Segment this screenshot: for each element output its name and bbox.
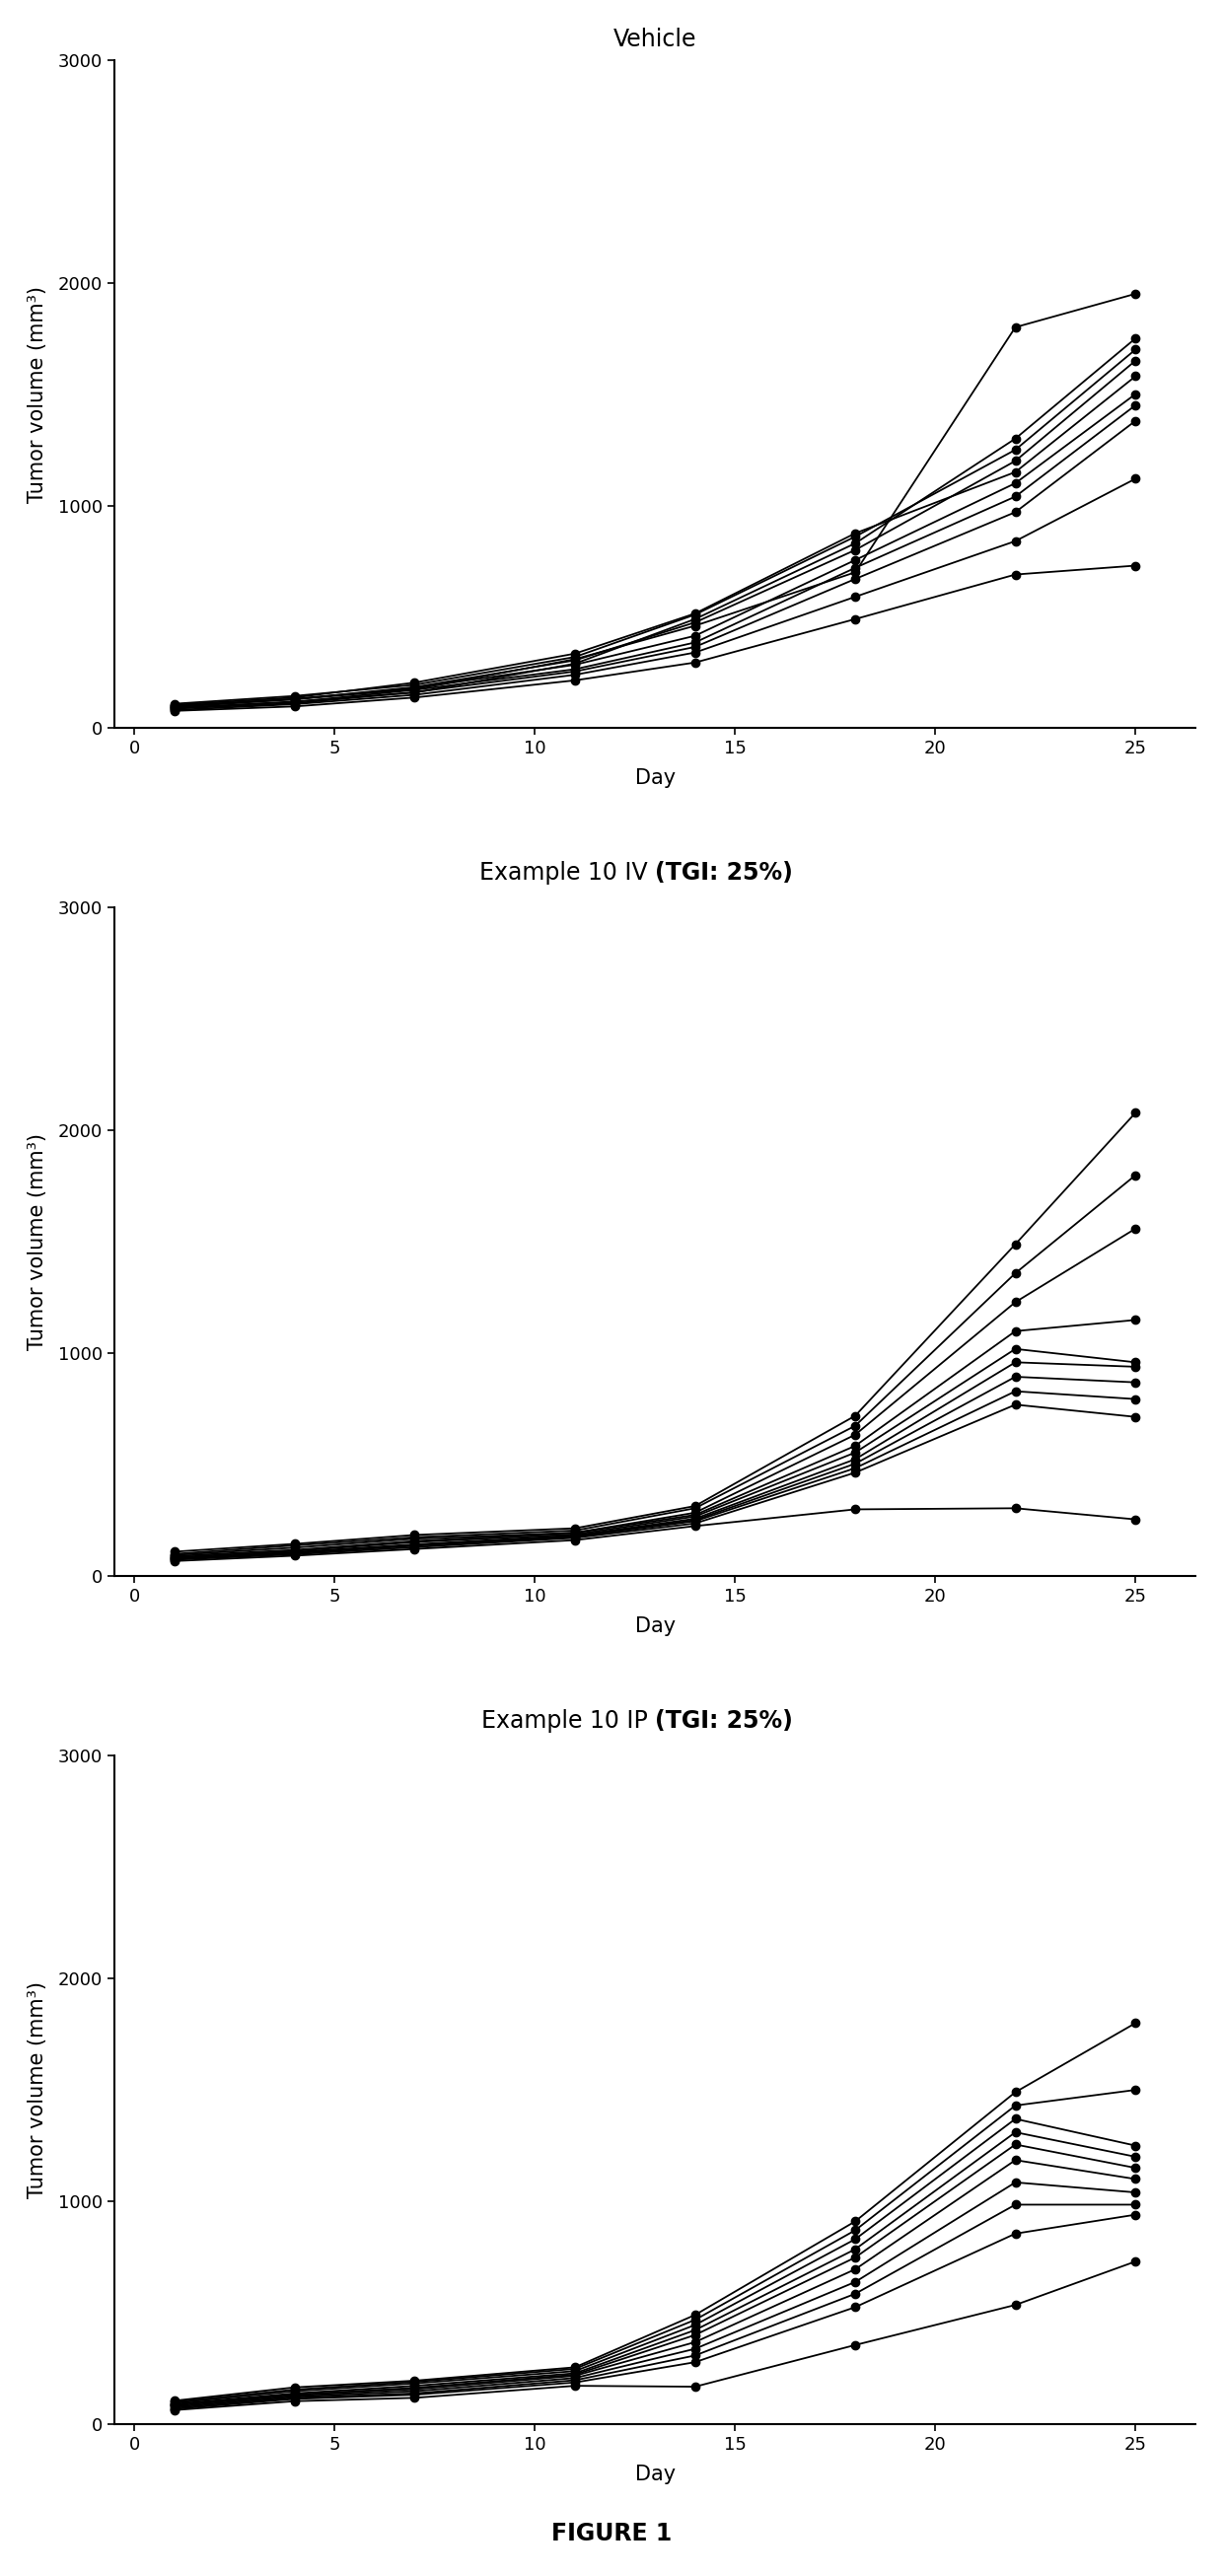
X-axis label: Day: Day <box>635 768 675 788</box>
Text: (TGI: 25%): (TGI: 25%) <box>656 1708 793 1731</box>
Y-axis label: Tumor volume (mm³): Tumor volume (mm³) <box>27 286 48 502</box>
Text: (TGI: 25%): (TGI: 25%) <box>656 860 793 884</box>
Text: Example 10 IV: Example 10 IV <box>479 860 656 884</box>
Text: FIGURE 1: FIGURE 1 <box>552 2522 671 2545</box>
Text: Example 10 IP: Example 10 IP <box>481 1708 656 1731</box>
Y-axis label: Tumor volume (mm³): Tumor volume (mm³) <box>27 1133 48 1350</box>
Title: Vehicle: Vehicle <box>613 28 697 52</box>
Y-axis label: Tumor volume (mm³): Tumor volume (mm³) <box>27 1981 48 2197</box>
X-axis label: Day: Day <box>635 2465 675 2483</box>
X-axis label: Day: Day <box>635 1618 675 1636</box>
